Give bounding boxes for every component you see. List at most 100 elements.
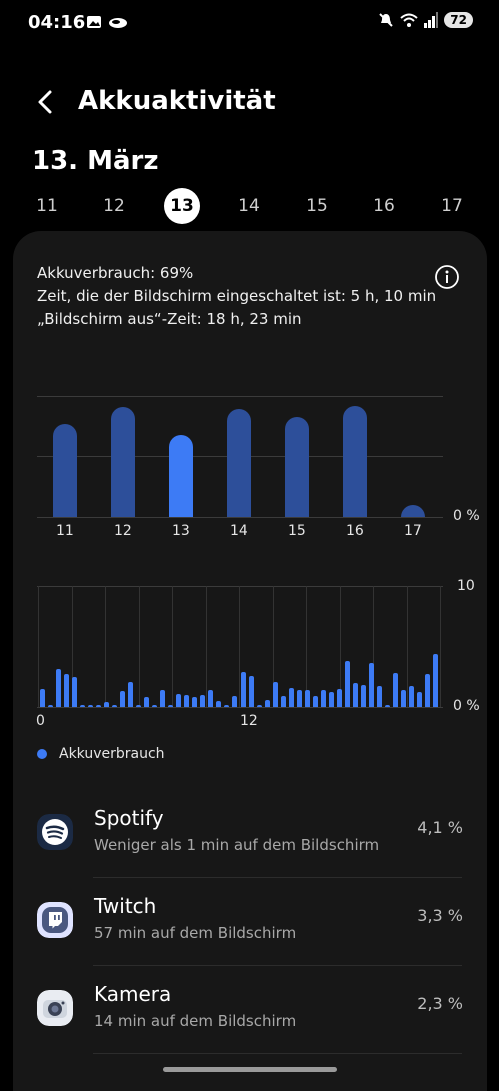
battery-indicator: 72 — [444, 12, 473, 28]
hourly-bar — [361, 685, 366, 707]
hourly-grid-vertical — [340, 586, 341, 707]
hourly-grid-vertical — [172, 586, 173, 707]
hourly-bar — [152, 705, 157, 707]
hourly-bar — [56, 669, 61, 707]
hourly-bar — [208, 690, 213, 707]
hourly-bar — [337, 689, 342, 707]
daily-x-tick-label: 11 — [56, 523, 74, 539]
day-14[interactable]: 14 — [238, 196, 260, 216]
hourly-grid-vertical — [239, 586, 240, 707]
hourly-grid-vertical — [306, 586, 307, 707]
hourly-grid-vertical — [407, 586, 408, 707]
hourly-bar — [425, 674, 430, 707]
hourly-bar — [176, 694, 181, 707]
hourly-bar — [232, 696, 237, 707]
day-11[interactable]: 11 — [36, 196, 58, 216]
day-13-selected[interactable]: 13 — [164, 188, 200, 224]
app-row-kamera[interactable]: Kamera 14 min auf dem Bildschirm 2,3 % — [13, 966, 487, 1054]
day-17[interactable]: 17 — [441, 196, 463, 216]
day-12[interactable]: 12 — [103, 196, 125, 216]
hourly-bar — [313, 696, 318, 707]
hourly-bar — [112, 705, 117, 707]
back-arrow-icon[interactable] — [30, 86, 62, 118]
hourly-grid-vertical — [273, 586, 274, 707]
hourly-bar — [88, 705, 93, 707]
daily-bar[interactable] — [53, 424, 77, 517]
hourly-bar — [265, 700, 270, 707]
daily-grid-top — [37, 396, 443, 397]
daily-bar[interactable] — [343, 406, 367, 517]
daily-y-tick-label: 0 % — [453, 508, 480, 524]
hourly-bar — [200, 695, 205, 707]
app-usage-percent: 4,1 % — [417, 818, 463, 837]
hourly-bar — [305, 690, 310, 707]
hourly-bar — [216, 701, 221, 707]
legend-dot — [37, 749, 47, 759]
daily-bar[interactable] — [285, 417, 309, 517]
row-divider — [93, 877, 462, 878]
cloud-icon — [109, 18, 127, 28]
daily-bar[interactable] — [169, 435, 193, 517]
app-row-twitch[interactable]: Twitch 57 min auf dem Bildschirm 3,3 % — [13, 878, 487, 966]
hourly-bar — [168, 705, 173, 707]
hourly-grid-vertical — [38, 586, 39, 707]
home-indicator[interactable] — [163, 1067, 337, 1072]
hourly-bar — [144, 697, 149, 707]
hourly-grid-vertical — [206, 586, 207, 707]
row-divider — [93, 965, 462, 966]
page-title: Akkuaktivität — [78, 86, 276, 116]
hourly-bar — [345, 661, 350, 707]
hourly-x-tick-0: 0 — [36, 713, 45, 729]
hourly-bar — [120, 691, 125, 707]
hourly-grid-vertical — [440, 586, 441, 707]
hourly-bar — [136, 705, 141, 707]
hourly-y-tick-zero: 0 % — [453, 698, 480, 714]
wifi-icon — [400, 13, 418, 27]
hourly-bar — [393, 673, 398, 707]
hourly-bar — [192, 697, 197, 707]
hourly-bar — [184, 695, 189, 707]
app-header: Akkuaktivität — [0, 80, 499, 128]
daily-bar[interactable] — [401, 505, 425, 517]
app-screen-time: Weniger als 1 min auf dem Bildschirm — [94, 836, 380, 854]
hourly-grid-vertical — [105, 586, 106, 707]
status-time: 04:16 — [28, 12, 86, 33]
hourly-bar — [224, 705, 229, 707]
app-screen-time: 14 min auf dem Bildschirm — [94, 1012, 297, 1030]
hourly-grid-vertical — [72, 586, 73, 707]
hourly-grid-top — [37, 586, 443, 587]
day-15[interactable]: 15 — [306, 196, 328, 216]
hourly-bar — [417, 692, 422, 707]
hourly-bar — [104, 702, 109, 707]
row-divider — [93, 1053, 462, 1054]
daily-x-tick-label: 14 — [230, 523, 248, 539]
date-title: 13. März — [32, 146, 159, 176]
hourly-bar — [128, 682, 133, 707]
hourly-bar — [409, 686, 414, 707]
daily-grid-baseline — [37, 517, 443, 518]
camera-icon — [37, 990, 73, 1026]
day-16[interactable]: 16 — [373, 196, 395, 216]
gallery-icon — [87, 16, 101, 28]
hourly-bar — [369, 663, 374, 707]
app-usage-percent: 3,3 % — [417, 906, 463, 925]
app-name: Kamera — [94, 982, 172, 1006]
hourly-x-tick-12: 12 — [240, 713, 258, 729]
daily-x-tick-label: 15 — [288, 523, 306, 539]
hourly-bar — [80, 705, 85, 707]
signal-icon — [424, 12, 439, 28]
app-name: Twitch — [94, 894, 157, 918]
hourly-bar — [353, 683, 358, 707]
app-usage-percent: 2,3 % — [417, 994, 463, 1013]
legend-label: Akkuverbrauch — [59, 746, 165, 762]
usage-summary: Akkuverbrauch: 69% Zeit, die der Bildsch… — [37, 262, 436, 331]
screen-on-time-text: Zeit, die der Bildschirm eingeschaltet i… — [37, 287, 437, 305]
info-icon[interactable] — [434, 264, 460, 290]
daily-bar[interactable] — [111, 407, 135, 517]
daily-bar[interactable] — [227, 409, 251, 517]
app-name: Spotify — [94, 806, 164, 830]
hourly-bar — [40, 689, 45, 707]
hourly-bar — [289, 688, 294, 707]
app-row-spotify[interactable]: Spotify Weniger als 1 min auf dem Bildsc… — [13, 790, 487, 878]
hourly-bar — [433, 654, 438, 707]
